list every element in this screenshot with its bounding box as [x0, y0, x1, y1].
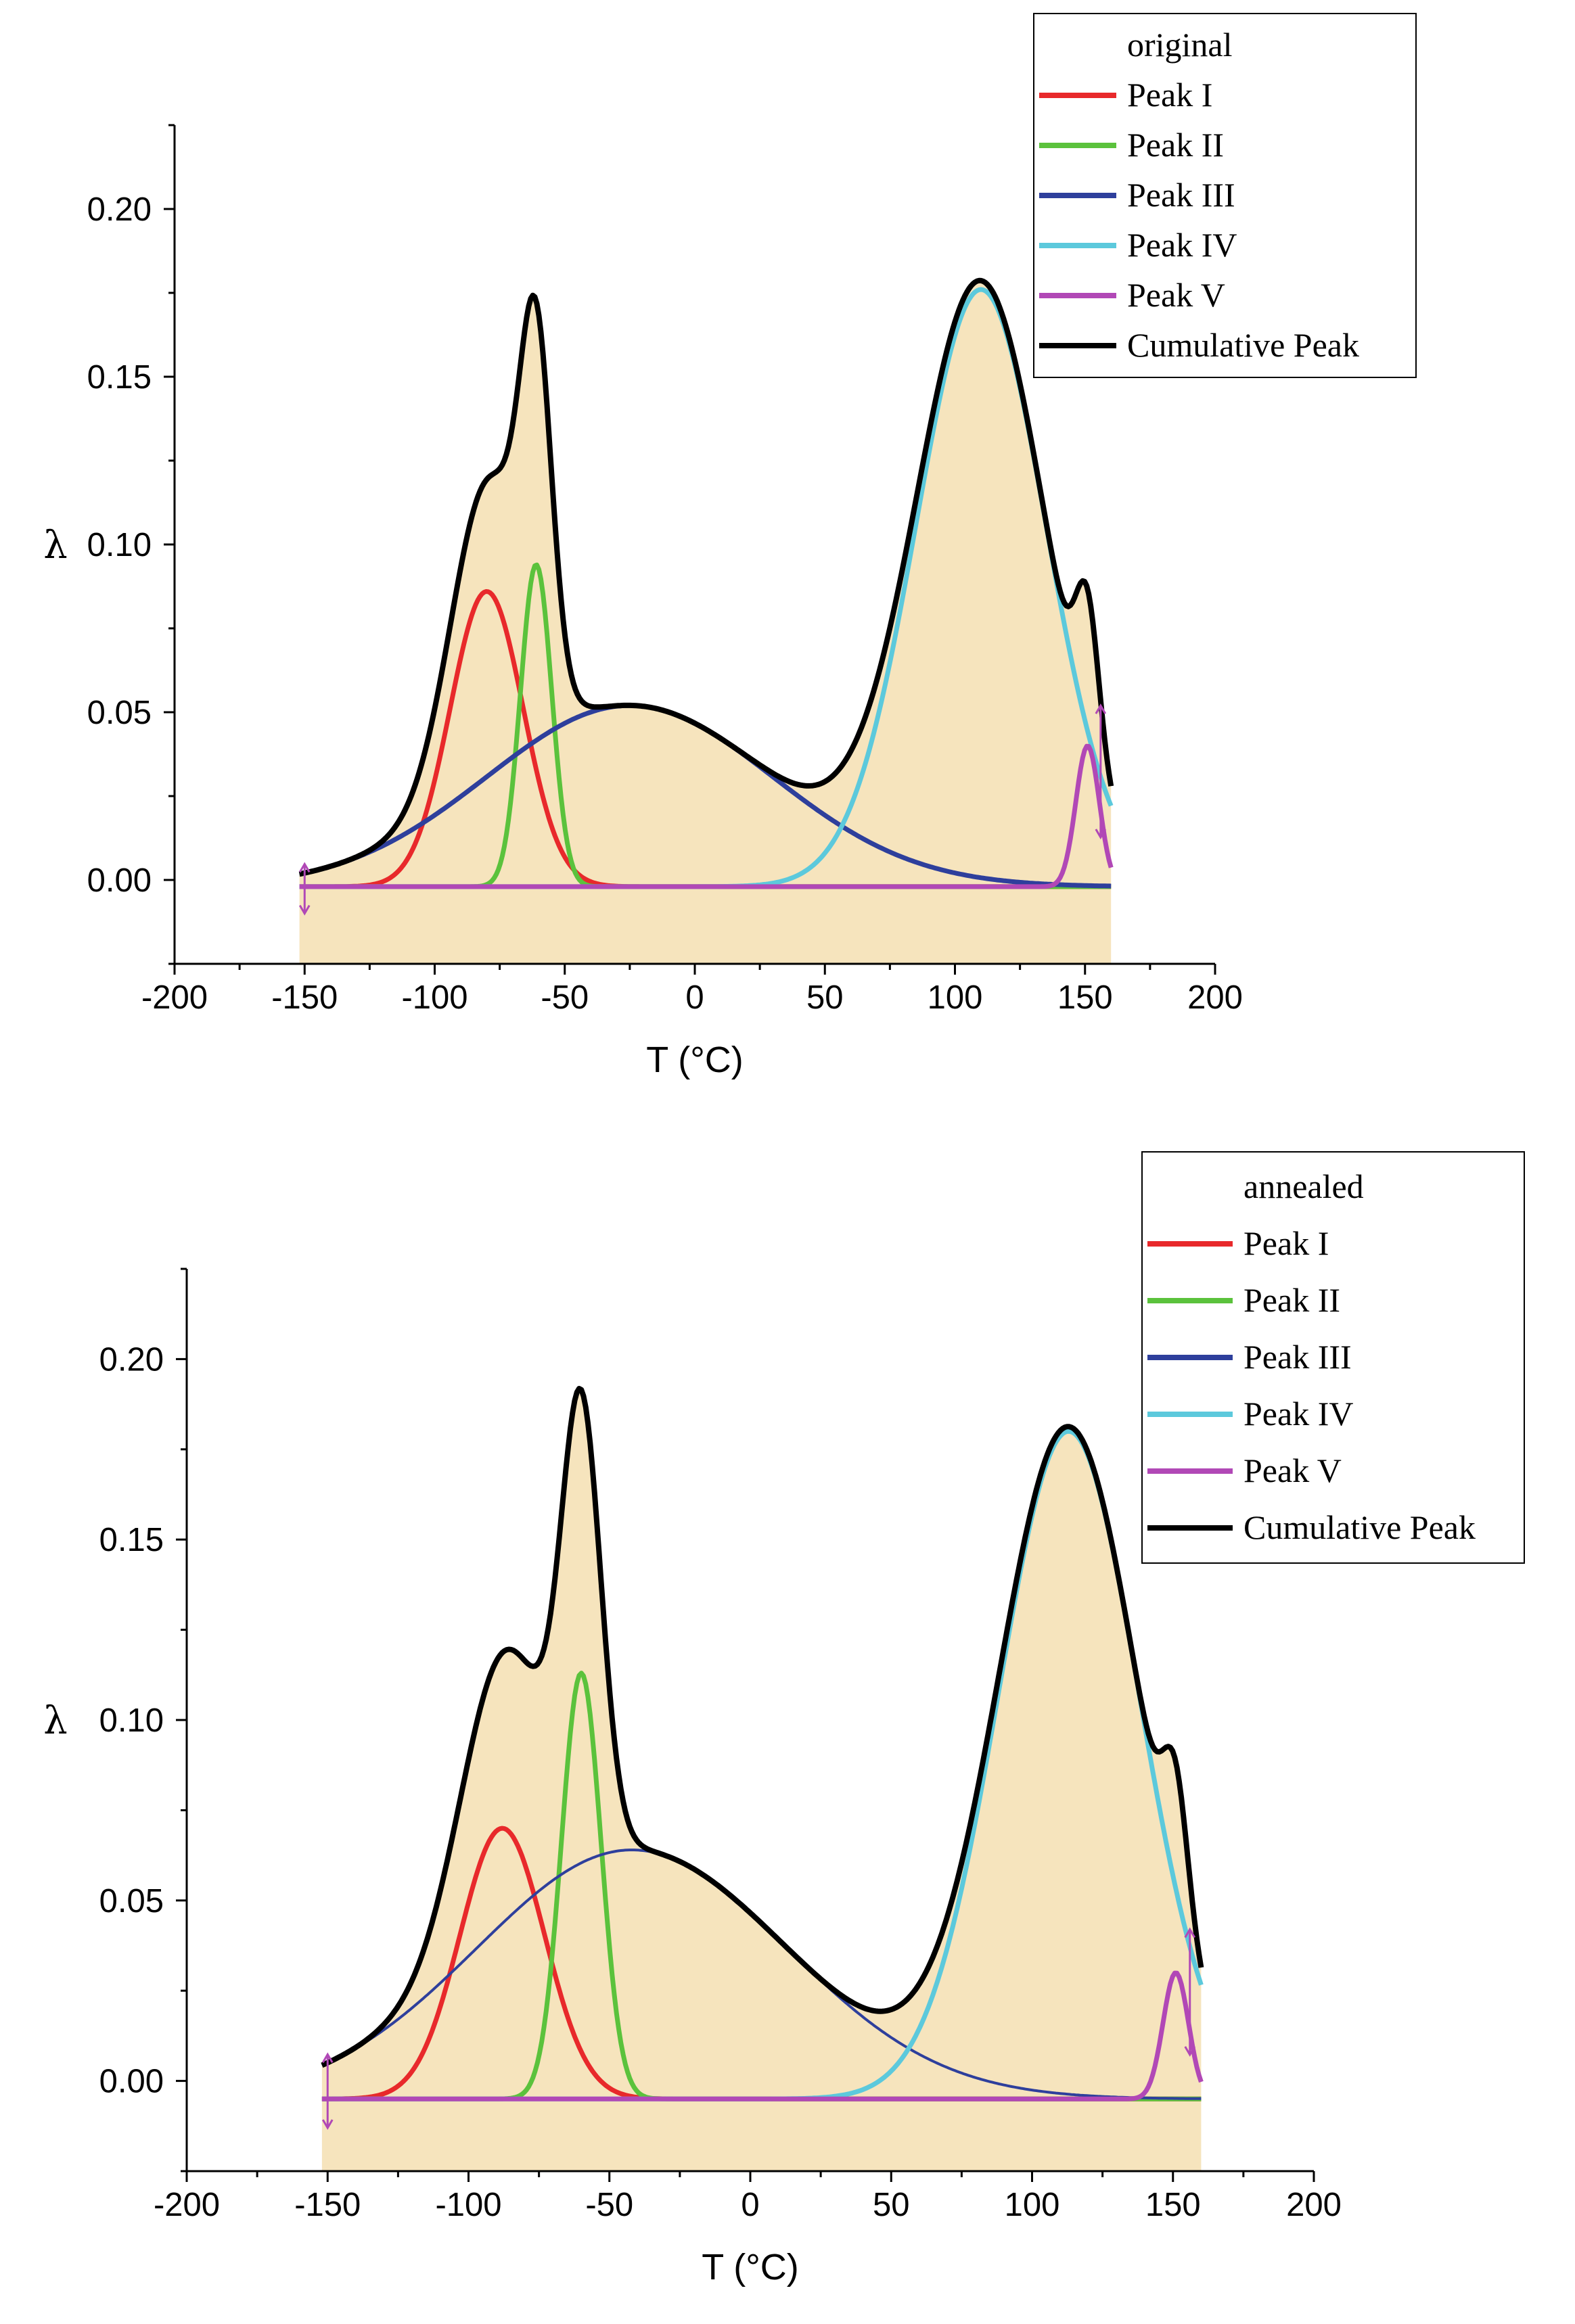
range-marker-right-head-top: [1095, 703, 1107, 714]
range-marker-left-head-bottom: [298, 904, 311, 916]
x-tick-label: 50: [873, 2187, 910, 2223]
range-marker-right-head-bottom: [1184, 2046, 1196, 2057]
range-marker-left-head-top: [298, 862, 311, 873]
y-tick-label: 0.00: [87, 862, 152, 899]
x-tick-label: -200: [154, 2187, 220, 2223]
legend-entry-label: original: [1127, 26, 1233, 64]
y-tick-label: 0.05: [99, 1883, 164, 1920]
x-tick-label: 0: [741, 2187, 759, 2223]
chart-panel-annealed: -200 -150 -100 -50 0 50 100 150 200 0.00 0.05 0.10 0…: [43, 1151, 1525, 2287]
range-marker-right-head-top: [1184, 1927, 1196, 1938]
x-axis-title: T (°C): [702, 2247, 799, 2287]
y-tick-label: 0.15: [87, 359, 152, 396]
x-tick-label: 150: [1057, 979, 1113, 1016]
y-tick-label: 0.20: [99, 1341, 164, 1378]
legend-entry-label: Peak II: [1127, 126, 1224, 164]
series-line-peak-v: [299, 743, 1114, 889]
legend-entry-label: Peak III: [1127, 176, 1235, 214]
x-tick-label: -200: [141, 979, 208, 1016]
legend-entry-label: Cumulative Peak: [1127, 326, 1359, 364]
y-axis-title: λ: [43, 1699, 68, 1743]
legend-entry-label: Peak I: [1127, 76, 1212, 114]
x-tick-label: 100: [1005, 2187, 1060, 2223]
x-tick-label: -100: [435, 2187, 501, 2223]
series-line-cumulative-peak: [321, 1386, 1204, 2068]
y-tick-label: 0.20: [87, 191, 152, 228]
series-line-cumulative-peak: [298, 277, 1114, 877]
measured-data-area: [321, 1389, 1202, 2171]
series-line-peak-v: [321, 1970, 1204, 2101]
y-tick-label: 0.15: [99, 1522, 164, 1558]
x-tick-label: -100: [401, 979, 467, 1016]
y-tick-label: 0.10: [99, 1702, 164, 1739]
x-tick-label: -150: [294, 2187, 361, 2223]
legend-entry-label: Peak IV: [1243, 1395, 1353, 1433]
legend-entry-label: Cumulative Peak: [1243, 1508, 1476, 1546]
y-tick-label: 0.10: [87, 527, 152, 563]
x-tick-label: 200: [1187, 979, 1243, 1016]
legend-entry-label: annealed: [1243, 1167, 1364, 1205]
y-tick-label: 0.00: [99, 2064, 164, 2100]
x-tick-label: -50: [585, 2187, 633, 2223]
x-tick-label: 0: [685, 979, 704, 1016]
range-marker-right-head-bottom: [1095, 829, 1107, 839]
x-tick-label: 100: [928, 979, 983, 1016]
range-marker-left-head-top: [321, 2052, 334, 2064]
x-tick-label: 200: [1286, 2187, 1342, 2223]
measured-data-area: [299, 280, 1112, 964]
legend-entry-label: Peak III: [1243, 1338, 1352, 1376]
legend-entry-label: Peak IV: [1127, 226, 1237, 264]
x-tick-label: 50: [806, 979, 844, 1016]
legend-entry-label: Peak V: [1243, 1451, 1342, 1489]
range-marker-left-head-bottom: [321, 2119, 334, 2130]
x-tick-label: -150: [271, 979, 338, 1016]
y-tick-label: 0.05: [87, 695, 152, 731]
y-axis-title: λ: [43, 524, 68, 567]
chart-panel-original: -200 -150 -100 -50 0 50 100 150 200 0.00 0.05 0.10 0…: [43, 13, 1417, 1080]
legend-entry-label: Peak V: [1127, 276, 1225, 314]
legend-entry-label: Peak I: [1243, 1224, 1329, 1262]
legend-entry-label: Peak II: [1243, 1281, 1340, 1319]
x-tick-label: -50: [541, 979, 589, 1016]
x-axis-title: T (°C): [646, 1040, 744, 1080]
x-tick-label: 150: [1145, 2187, 1201, 2223]
